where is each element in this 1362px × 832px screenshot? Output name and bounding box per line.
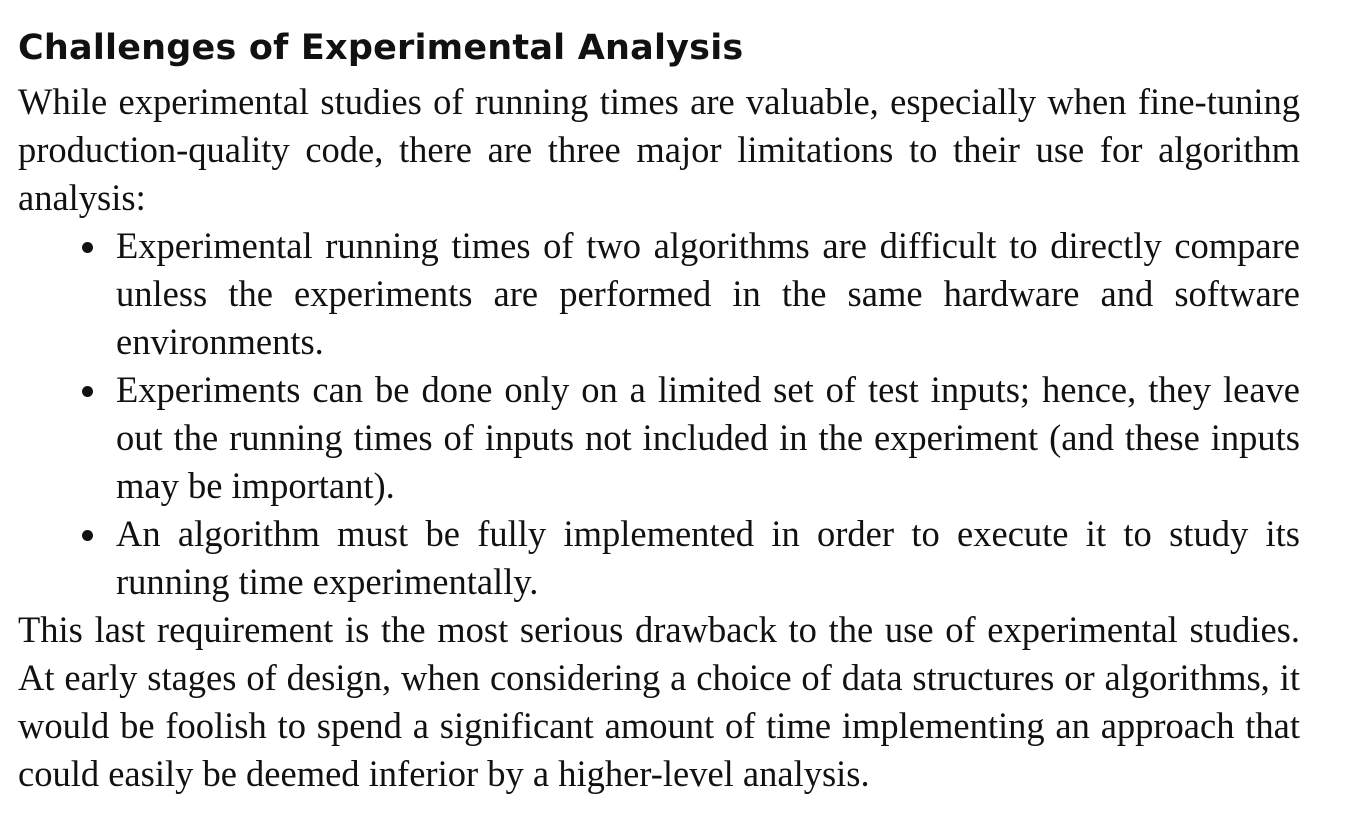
bullet-icon	[82, 386, 93, 397]
list-item: Experiments can be done only on a limite…	[82, 366, 1300, 510]
conclusion-paragraph: This last requirement is the most seriou…	[18, 609, 1300, 794]
list-item: An algorithm must be fully implemented i…	[82, 510, 1300, 606]
list-item-text: An algorithm must be fully implemented i…	[116, 513, 1300, 602]
list-item-text: Experimental running times of two algori…	[116, 225, 1300, 362]
bullet-icon	[82, 530, 93, 541]
document-page: Challenges of Experimental Analysis Whil…	[18, 24, 1300, 798]
intro-paragraph: While experimental studies of running ti…	[18, 81, 1300, 218]
list-item: Experimental running times of two algori…	[82, 222, 1300, 366]
list-item-text: Experiments can be done only on a limite…	[116, 369, 1300, 506]
bullet-icon	[82, 242, 93, 253]
limitations-list: Experimental running times of two algori…	[18, 222, 1300, 606]
section-heading: Challenges of Experimental Analysis	[18, 28, 744, 68]
